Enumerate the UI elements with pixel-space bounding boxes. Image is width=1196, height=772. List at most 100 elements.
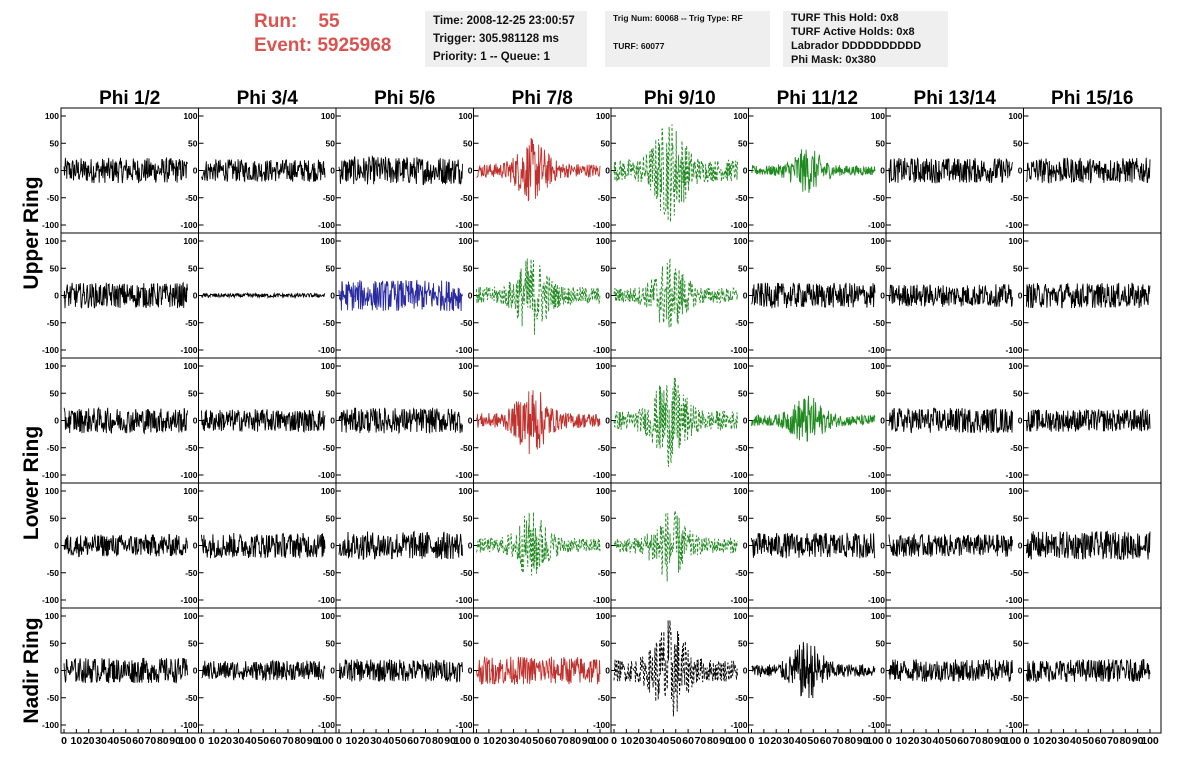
- x-tick-label: 90: [994, 735, 1006, 747]
- y-tick-label: 100: [458, 611, 472, 621]
- panel-r1-c3: 100 50 0 -50 -100: [318, 107, 474, 234]
- y-tick-label: 50: [876, 638, 886, 648]
- x-tick-label: 50: [670, 735, 682, 747]
- y-tick-label: -100: [730, 720, 747, 730]
- y-tick-label: -50: [323, 568, 336, 578]
- x-tick-label: 80: [432, 735, 444, 747]
- x-tick-label: 0: [1024, 735, 1030, 747]
- y-tick-label: -50: [323, 318, 336, 328]
- panel-r2-c5: 100 50 0 -50 -100: [593, 232, 749, 359]
- y-tick-label: 0: [1018, 291, 1023, 301]
- x-tick-label: 20: [1045, 735, 1057, 747]
- x-tick-label: 30: [920, 735, 932, 747]
- waveform-trace: [338, 155, 463, 186]
- y-tick-label: -100: [730, 220, 747, 230]
- waveform-trace: [751, 395, 876, 442]
- y-tick-label: 50: [188, 638, 198, 648]
- y-tick-label: -100: [1005, 720, 1022, 730]
- x-tick-label: 100: [454, 735, 472, 747]
- y-tick-label: 50: [876, 138, 886, 148]
- y-tick-label: 100: [458, 236, 472, 246]
- y-tick-label: -50: [735, 193, 748, 203]
- y-tick-label: 50: [188, 263, 198, 273]
- x-tick-label: 10: [758, 735, 770, 747]
- y-tick-label: 0: [1018, 416, 1023, 426]
- y-tick-label: 0: [605, 291, 610, 301]
- waveform-trace: [613, 377, 738, 467]
- y-tick-label: 0: [880, 166, 885, 176]
- y-tick-label: 50: [463, 638, 473, 648]
- x-tick-label: 0: [474, 735, 480, 747]
- y-tick-label: -50: [598, 318, 611, 328]
- y-tick-label: 0: [605, 166, 610, 176]
- x-tick-label: 70: [145, 735, 157, 747]
- y-tick-label: 50: [50, 263, 60, 273]
- y-tick-label: 100: [45, 611, 59, 621]
- y-tick-label: 0: [1018, 666, 1023, 676]
- y-tick-label: -100: [455, 345, 472, 355]
- y-tick-label: 50: [876, 263, 886, 273]
- x-tick-label: 100: [866, 735, 884, 747]
- y-tick-label: 100: [321, 486, 335, 496]
- x-tick-label: 100: [729, 735, 747, 747]
- waveform-trace: [1026, 530, 1151, 560]
- run-label: Run:: [254, 11, 298, 32]
- x-tick-label: 0: [749, 735, 755, 747]
- panel-r3-c3: 100 50 0 -50 -100: [318, 357, 474, 484]
- x-tick-label: 0: [199, 735, 205, 747]
- waveform-trace: [613, 258, 738, 328]
- x-tick-label: 30: [95, 735, 107, 747]
- x-tick-label: 0: [61, 735, 67, 747]
- y-tick-label: 0: [54, 666, 59, 676]
- y-tick-label: 0: [468, 416, 473, 426]
- waveform-trace: [338, 530, 463, 560]
- turf-info-box: TURF This Hold: 0x8 TURF Active Holds: 0…: [783, 11, 948, 67]
- x-tick-label: 90: [857, 735, 869, 747]
- panel-r4-c6: 100 50 0 -50 -100: [730, 482, 887, 609]
- x-tick-label: 60: [682, 735, 694, 747]
- y-tick-label: 100: [1008, 361, 1022, 371]
- x-tick-label: 100: [1141, 735, 1159, 747]
- x-tick-label: 60: [820, 735, 832, 747]
- panel-r4-c2: 100 50 0 -50 -100: [180, 482, 337, 609]
- time-info-box: Time: 2008-12-25 23:00:57 Trigger: 305.9…: [425, 11, 587, 67]
- y-tick-label: -50: [873, 568, 886, 578]
- waveform-trace: [476, 390, 601, 455]
- y-tick-label: 0: [468, 166, 473, 176]
- priority-text: Priority: 1 -- Queue: 1: [433, 51, 550, 63]
- x-tick-label: 80: [982, 735, 994, 747]
- x-tick-label: 10: [71, 735, 83, 747]
- y-tick-label: 0: [330, 541, 335, 551]
- y-tick-label: 0: [1018, 166, 1023, 176]
- y-tick-label: 0: [330, 166, 335, 176]
- y-tick-label: 0: [330, 291, 335, 301]
- panel-r2-c1: 100 50 0 -50 -100: [42, 232, 199, 359]
- y-tick-label: -100: [1005, 470, 1022, 480]
- y-tick-label: 100: [871, 486, 885, 496]
- waveform-trace: [201, 409, 326, 433]
- x-tick-label: 20: [220, 735, 232, 747]
- waveform-trace: [751, 532, 876, 559]
- waveform-trace: [338, 659, 463, 683]
- waveform-trace: [888, 659, 1013, 682]
- y-tick-label: 50: [326, 638, 336, 648]
- x-tick-label: 70: [282, 735, 294, 747]
- y-tick-label: 100: [871, 611, 885, 621]
- y-tick-label: 50: [601, 263, 611, 273]
- panel-r2-c7: 100 50 0 -50 -100: [868, 232, 1024, 359]
- x-tick-label: 60: [407, 735, 419, 747]
- y-tick-label: 50: [601, 138, 611, 148]
- y-tick-label: -50: [1010, 443, 1023, 453]
- y-tick-label: -50: [735, 318, 748, 328]
- y-tick-label: -50: [185, 568, 198, 578]
- x-tick-label: 10: [208, 735, 220, 747]
- panel-r1-c6: 100 50 0 -50 -100: [730, 107, 887, 234]
- x-tick-label: 0: [611, 735, 617, 747]
- y-tick-label: -50: [1010, 318, 1023, 328]
- turf-num-text: TURF: 60077: [613, 41, 665, 51]
- waveform-trace: [476, 512, 601, 576]
- y-tick-label: 100: [733, 361, 747, 371]
- panel-r4-c3: 100 50 0 -50 -100: [318, 482, 474, 609]
- y-tick-label: 50: [50, 138, 60, 148]
